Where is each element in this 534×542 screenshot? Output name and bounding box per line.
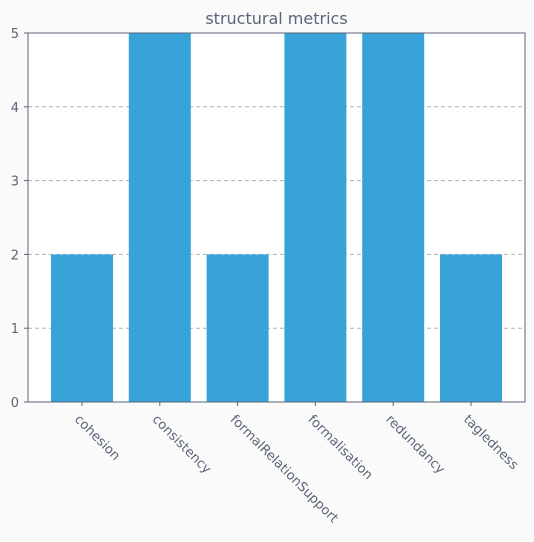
- bar-tagledness: [440, 254, 502, 402]
- bar-redundancy: [362, 33, 425, 402]
- plot-frame: [27, 32, 526, 403]
- y-tick-label: 2: [11, 248, 19, 263]
- bar-formalRelationSupport: [206, 254, 269, 402]
- y-axis-ticks: 0 1 2 3 4 5: [11, 27, 28, 411]
- bars: [51, 33, 502, 402]
- y-tick-label: 1: [11, 322, 19, 337]
- bar-consistency: [128, 33, 191, 402]
- bar-formalisation: [284, 33, 347, 402]
- y-tick-label: 4: [11, 101, 19, 116]
- bar-cohesion: [51, 254, 113, 402]
- y-tick-label: 3: [11, 175, 19, 190]
- y-tick-label: 5: [11, 27, 19, 42]
- y-tick-label: 0: [11, 396, 19, 411]
- chart-title: structural metrics: [205, 9, 347, 28]
